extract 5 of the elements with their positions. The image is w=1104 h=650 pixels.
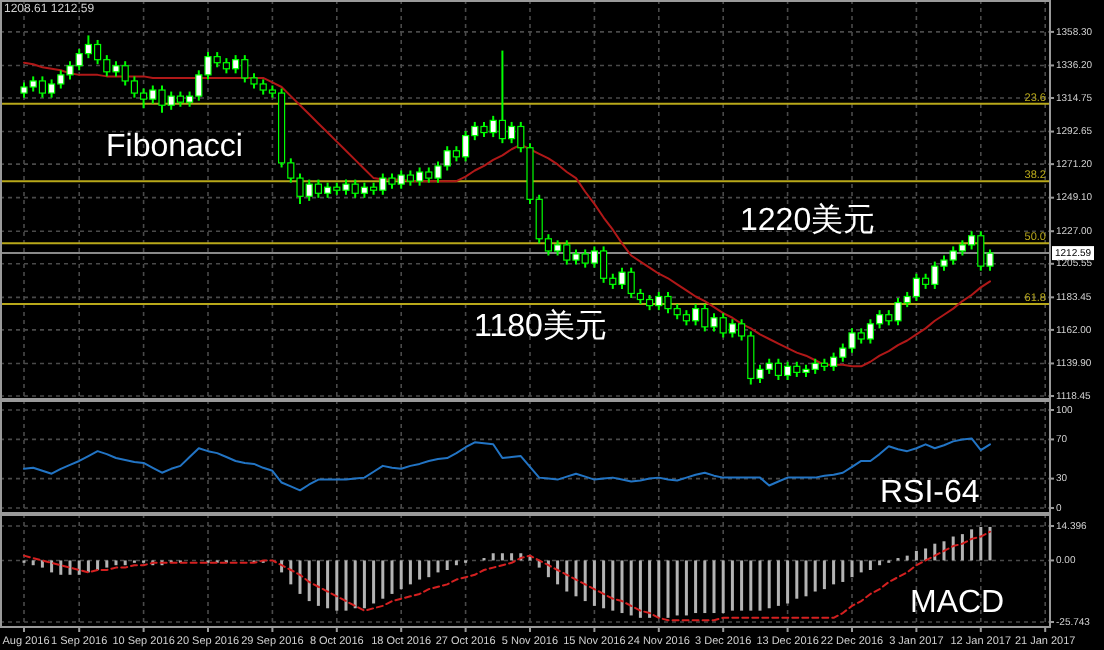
annotation: Fibonacci [106,130,243,164]
annotation: MACD [910,586,1005,620]
annotation: 1180美元 [474,308,607,344]
annotation: 1220美元 [740,202,876,238]
annotation: RSI-64 [880,476,980,510]
